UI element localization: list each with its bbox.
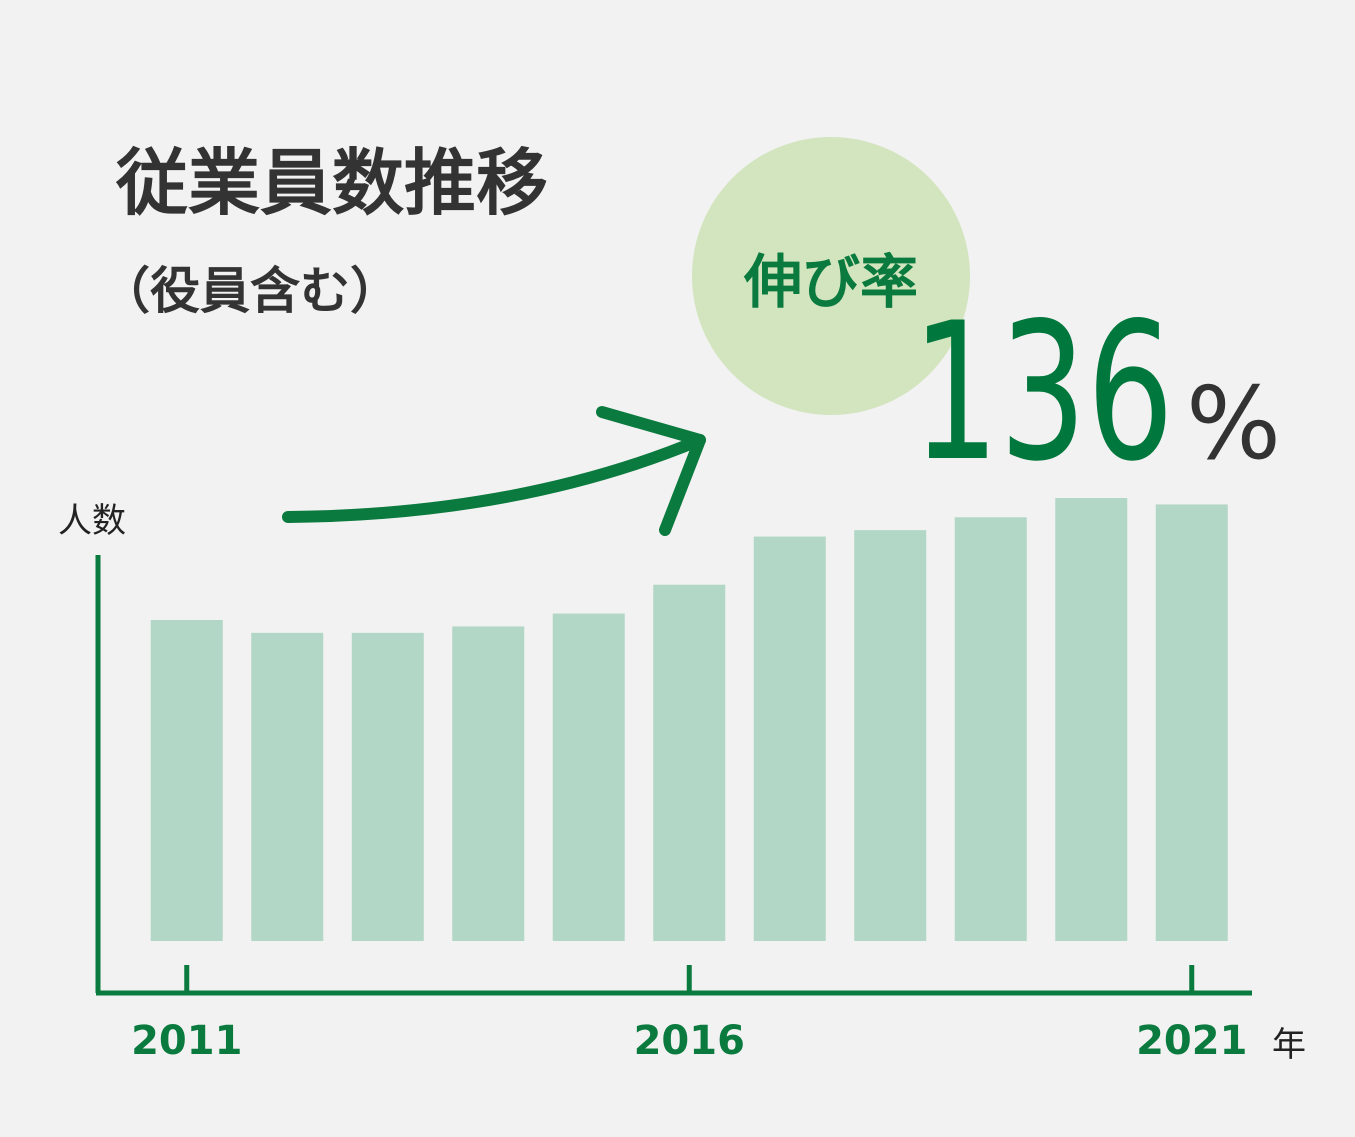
bar — [1155, 504, 1228, 941]
chart-subtitle: （役員含む） — [100, 262, 400, 320]
growth-unit: % — [1186, 365, 1281, 482]
bar — [1055, 498, 1128, 941]
x-axis-label: 年 — [1272, 1025, 1306, 1065]
arrow-head — [596, 406, 706, 536]
x-tick-label: 2016 — [634, 1018, 745, 1064]
growth-arrow — [282, 406, 706, 536]
bar — [351, 632, 424, 941]
bar — [452, 626, 525, 941]
growth-value: 136 — [912, 282, 1174, 503]
bar — [653, 584, 726, 941]
bar — [854, 530, 927, 941]
x-tick-label: 2021 — [1136, 1018, 1247, 1064]
growth-circle — [692, 137, 970, 415]
bar — [954, 517, 1027, 941]
bar — [251, 632, 324, 941]
chart-title: 従業員数推移 — [115, 141, 548, 225]
x-tick-label: 2011 — [131, 1018, 242, 1064]
bar — [150, 620, 223, 941]
y-axis-label: 人数 — [58, 501, 126, 541]
bar — [552, 613, 625, 941]
growth-label: 伸び率 — [743, 248, 918, 316]
arrow-curve — [282, 434, 706, 523]
bar — [753, 536, 826, 941]
